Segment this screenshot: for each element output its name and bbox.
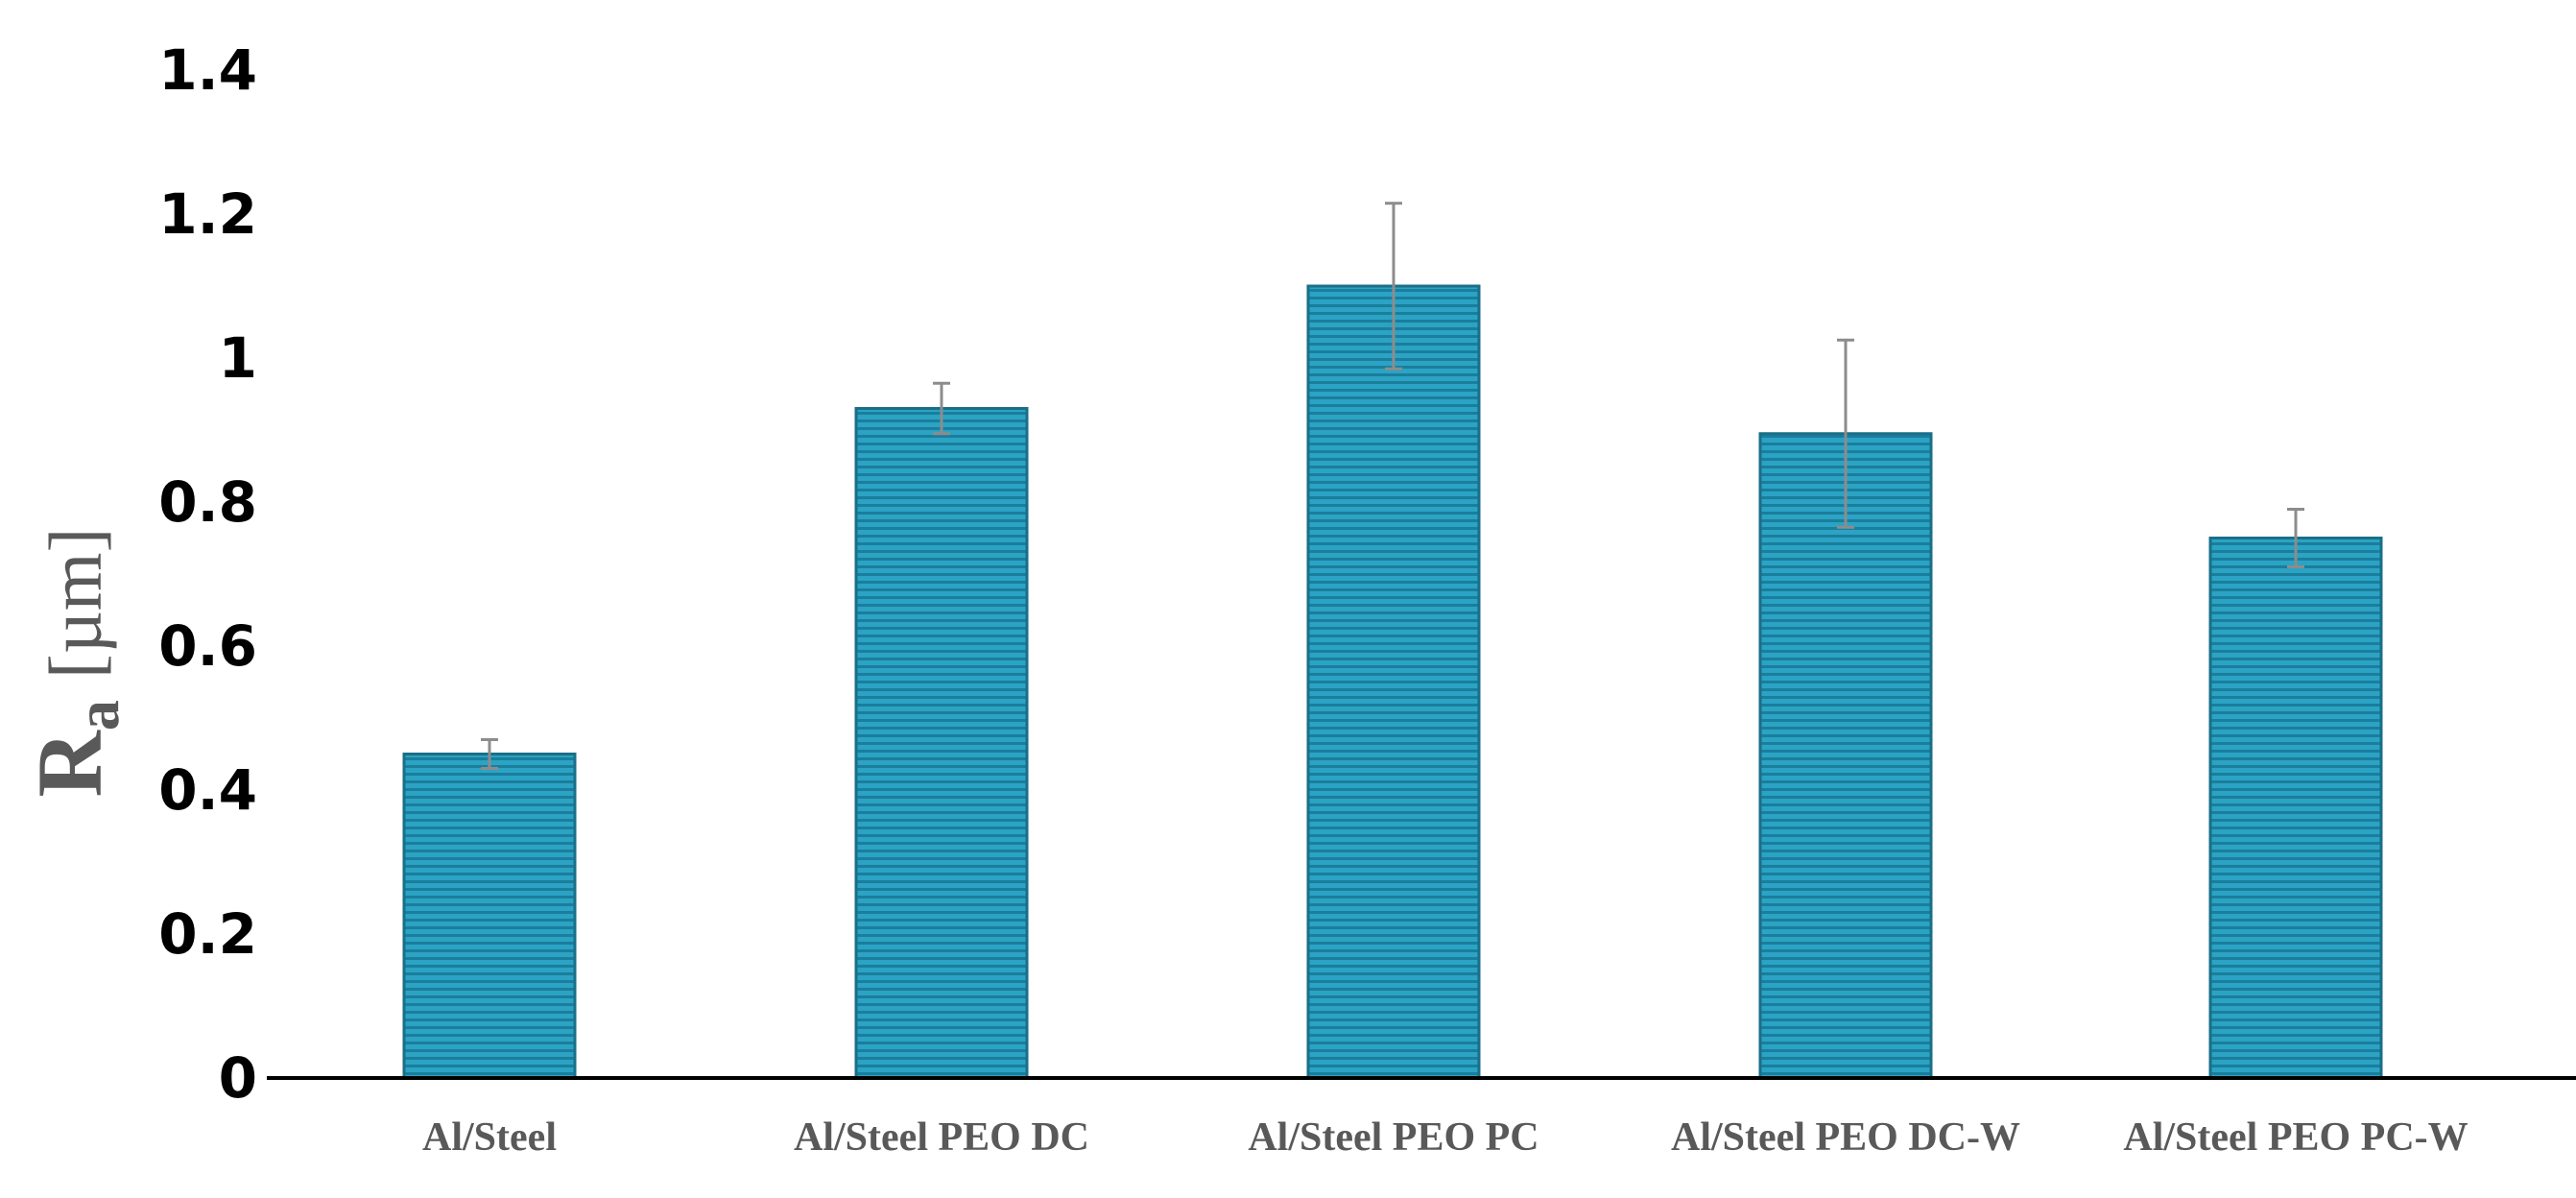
svg-text:Ra[µm]: Ra [µm] xyxy=(18,528,131,798)
y-tick-label: 1.4 xyxy=(158,37,257,103)
error-bar xyxy=(481,738,498,770)
y-tick-labels: 0 0.2 0.4 0.6 0.8 1 1.2 1.4 xyxy=(158,37,257,1111)
bars xyxy=(402,284,2383,1080)
bar xyxy=(402,753,577,1080)
bar xyxy=(854,407,1029,1080)
x-tick-labels: Al/Steel Al/Steel PEO DC Al/Steel PEO PC Al… xyxy=(422,1115,2469,1160)
x-tick-label: Al/Steel xyxy=(422,1115,557,1160)
y-tick-label: 1.2 xyxy=(158,181,257,247)
bar xyxy=(2208,537,2383,1080)
x-tick-label: Al/Steel PEO PC xyxy=(1248,1115,1538,1160)
y-tick-label: 0.4 xyxy=(158,757,257,823)
bar xyxy=(1306,284,1481,1080)
error-bar xyxy=(1385,202,1402,371)
error-bars xyxy=(481,202,2304,770)
bar xyxy=(1758,432,1933,1080)
y-tick-label: 0.8 xyxy=(158,469,257,535)
y-axis-label-unit: [µm] xyxy=(34,528,117,680)
x-tick-label: Al/Steel PEO PC-W xyxy=(2123,1115,2468,1160)
error-bar xyxy=(1837,338,1854,529)
y-tick-label: 1 xyxy=(219,325,257,391)
y-axis-label: Ra [µm] xyxy=(18,528,131,798)
y-axis-label-main: R xyxy=(18,729,121,797)
y-tick-label: 0 xyxy=(219,1045,257,1111)
y-tick-label: 0.6 xyxy=(158,613,257,679)
error-bar xyxy=(2287,508,2304,568)
y-axis-label-sub: a xyxy=(63,700,131,731)
x-tick-label: Al/Steel PEO DC xyxy=(794,1115,1089,1160)
y-tick-label: 0.2 xyxy=(158,901,257,967)
error-bar xyxy=(933,381,950,436)
x-tick-label: Al/Steel PEO DC-W xyxy=(1671,1115,2020,1160)
